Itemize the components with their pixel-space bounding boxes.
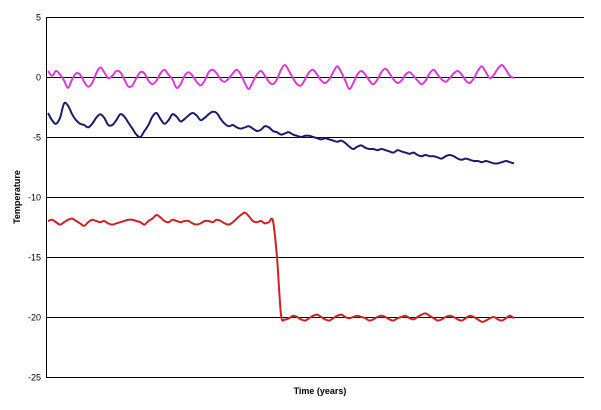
series-lines bbox=[47, 64, 515, 323]
y-tick-label: -10 bbox=[28, 193, 41, 203]
series-line-1 bbox=[47, 64, 515, 90]
y-tick-label: 0 bbox=[36, 73, 41, 83]
y-tick-label: 5 bbox=[36, 13, 41, 23]
y-tick-labels: 5 0 -5 -10 -15 -20 -25 bbox=[28, 13, 41, 383]
series-line-2 bbox=[47, 101, 515, 165]
y-tick-label: -20 bbox=[28, 313, 41, 323]
y-tick-label: -25 bbox=[28, 373, 41, 383]
series-line-3 bbox=[47, 211, 515, 323]
y-axis-title: Temperature bbox=[12, 170, 22, 224]
y-tick-label: -15 bbox=[28, 253, 41, 263]
x-axis-title: Time (years) bbox=[294, 386, 347, 396]
y-tick-label: -5 bbox=[33, 133, 41, 143]
